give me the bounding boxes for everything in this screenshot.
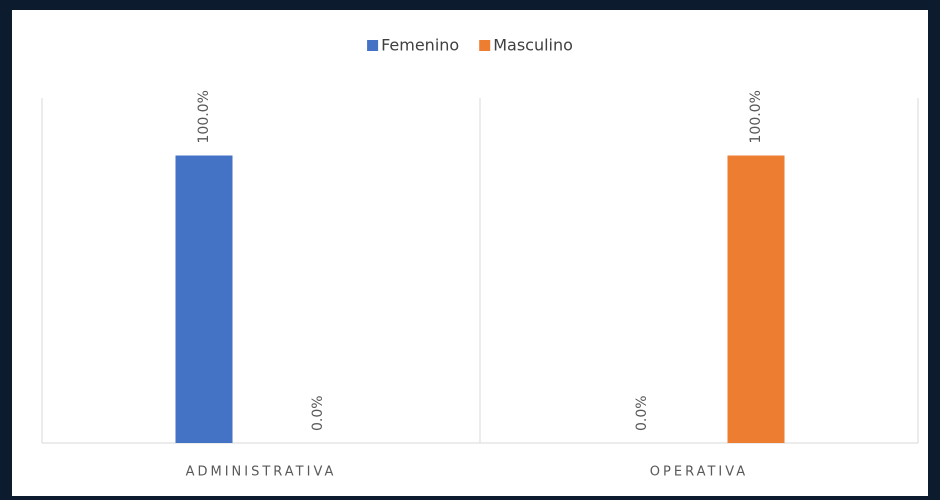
x-tick-label: ADMINISTRATIVA — [186, 465, 337, 480]
legend-swatch — [367, 40, 379, 51]
x-tick-label: OPERATIVA — [650, 465, 748, 480]
bar — [175, 155, 233, 443]
legend-label: Masculino — [493, 36, 573, 55]
bar — [727, 155, 785, 443]
legend-label: Femenino — [381, 36, 459, 55]
data-label: 0.0% — [310, 395, 326, 431]
chart-area — [12, 10, 928, 496]
data-label: 0.0% — [634, 395, 650, 431]
data-label: 100.0% — [748, 90, 764, 143]
data-label: 100.0% — [196, 90, 212, 143]
legend-swatch — [479, 40, 491, 51]
